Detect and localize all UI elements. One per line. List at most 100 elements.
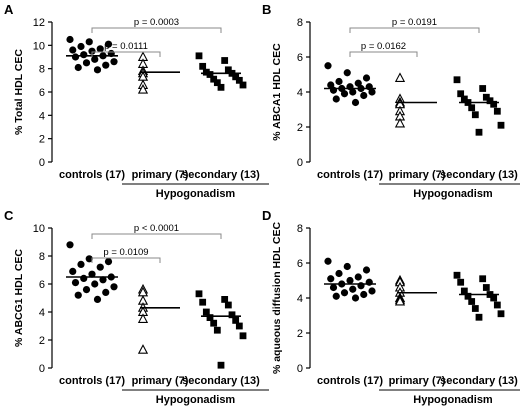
significance-bracket (349, 27, 480, 33)
y-tick-label: 10 (33, 223, 45, 235)
data-point (224, 301, 232, 309)
x-tick-label: primary (7) (389, 375, 446, 387)
group-label: Hypogonadism (413, 188, 493, 200)
data-point (394, 117, 406, 128)
data-point (85, 38, 93, 46)
data-point (71, 53, 80, 61)
data-point (332, 95, 340, 103)
y-tick-label: 10 (33, 40, 45, 52)
data-point (351, 294, 360, 302)
data-point (343, 69, 351, 77)
data-point (221, 57, 229, 64)
data-point (195, 52, 203, 60)
data-point (137, 344, 149, 354)
y-tick-label: 2 (39, 335, 45, 347)
data-point (210, 75, 218, 83)
x-tick-label: secondary (13) (182, 375, 260, 387)
x-tick-label: controls (17) (317, 169, 383, 181)
y-tick-label: 12 (33, 17, 45, 29)
y-tick-label: 4 (39, 110, 45, 122)
y-tick-label: 8 (39, 251, 45, 263)
data-point (110, 283, 118, 291)
panel-letter: C (4, 208, 14, 223)
data-point (490, 294, 498, 302)
data-point (217, 361, 225, 369)
p-value-label: p < 0.0001 (134, 223, 179, 234)
data-point (324, 62, 332, 70)
data-point (80, 51, 88, 59)
y-tick-label: 6 (297, 258, 303, 270)
data-point (77, 260, 85, 268)
y-tick-label: 8 (39, 64, 45, 76)
data-point (80, 274, 88, 282)
data-point (110, 58, 118, 66)
data-point (471, 305, 479, 312)
y-tick-label: 4 (297, 293, 303, 305)
data-point (99, 276, 107, 284)
y-tick-label: 0 (39, 157, 45, 169)
data-point (486, 97, 494, 105)
data-point (91, 280, 99, 288)
data-point (82, 286, 91, 294)
y-tick-label: 2 (39, 134, 45, 146)
data-point (497, 121, 505, 129)
data-point (453, 271, 461, 279)
data-point (354, 273, 362, 281)
group-label: Hypogonadism (156, 394, 236, 406)
data-point (104, 258, 113, 266)
y-tick-label: 4 (297, 87, 303, 99)
data-point (457, 90, 465, 98)
y-axis-title: % Total HDL CEC (13, 49, 25, 135)
p-value-label: p = 0.0109 (103, 247, 148, 258)
p-value-label: p = 0.0111 (104, 41, 148, 52)
y-tick-label: 0 (39, 363, 45, 375)
p-value-label: p = 0.0003 (134, 17, 179, 28)
data-point (66, 241, 74, 249)
data-point (360, 91, 368, 100)
panel-c: C 0 2 4 6 8 10 % ABCG1 HDL CEC controls (17) prim… (4, 208, 269, 406)
data-point (213, 79, 221, 87)
data-point (493, 301, 501, 309)
data-point (349, 285, 357, 293)
data-point (66, 35, 74, 44)
data-point (362, 74, 371, 82)
data-point (332, 292, 340, 300)
group-label: Hypogonadism (413, 394, 493, 406)
panel-d: D 0 2 4 6 8 % aqueous diffusion HDL CEC control… (262, 208, 520, 406)
data-point (490, 100, 498, 108)
data-point (228, 311, 236, 319)
y-tick-label: 6 (39, 87, 45, 99)
y-tick-label: 8 (297, 17, 303, 29)
data-point (239, 81, 247, 89)
data-point (460, 95, 468, 103)
data-point (235, 76, 243, 84)
data-point (88, 47, 96, 55)
p-value-label: p = 0.0162 (361, 41, 406, 52)
x-tick-label: secondary (13) (440, 169, 518, 181)
data-point (482, 284, 490, 291)
x-tick-label: primary (7) (132, 375, 189, 387)
data-point (202, 68, 210, 76)
data-point (349, 88, 357, 96)
x-tick-label: secondary (13) (440, 375, 518, 387)
data-point (471, 111, 479, 119)
data-point (327, 275, 335, 283)
y-axis-title: % aqueous diffusion HDL CEC (271, 222, 283, 374)
data-point (217, 83, 225, 91)
y-tick-label: 8 (297, 223, 303, 235)
data-point (479, 275, 487, 283)
data-point (235, 322, 243, 330)
x-tick-label: controls (17) (59, 169, 125, 181)
data-point (96, 263, 104, 271)
data-point (482, 93, 490, 101)
y-tick-label: 0 (297, 157, 303, 169)
data-point (93, 295, 102, 303)
data-point (137, 313, 149, 323)
y-tick-label: 6 (297, 52, 303, 64)
y-axis-title: % ABCA1 HDL CEC (271, 43, 283, 141)
data-point (213, 326, 221, 334)
data-point (343, 262, 351, 271)
y-tick-label: 2 (297, 122, 303, 134)
x-tick-label: secondary (13) (182, 169, 260, 181)
